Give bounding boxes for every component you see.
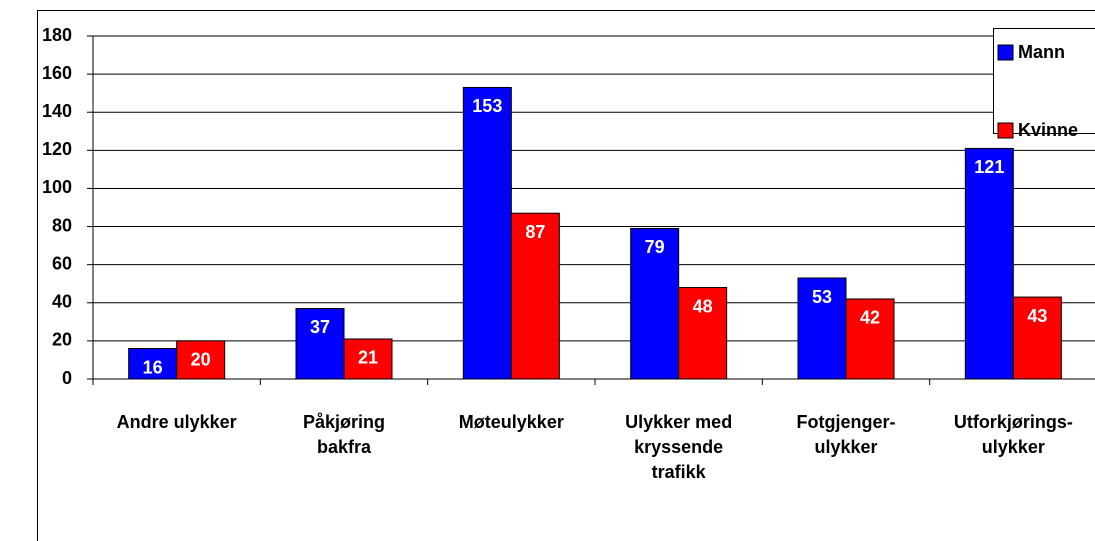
x-tick-label: Ulykker med: [625, 412, 732, 432]
bar: [510, 212, 560, 380]
data-label: 16: [143, 357, 163, 377]
bar: [845, 298, 895, 380]
x-tick-label: Fotgjenger-: [797, 412, 896, 432]
x-tick-label: Påkjøring: [303, 412, 385, 432]
data-label: 20: [191, 350, 211, 370]
bar: [678, 287, 728, 380]
y-tick-label: 40: [52, 292, 72, 312]
x-tick-label: ulykker: [814, 437, 877, 457]
x-tick-label: Utforkjørings-: [954, 412, 1073, 432]
bar: [128, 348, 178, 380]
chart-frame: [37, 10, 1095, 541]
y-tick-label: 80: [52, 215, 72, 235]
x-tick-label: Møteulykker: [459, 412, 564, 432]
legend-swatch: [997, 122, 1014, 139]
data-label: 48: [693, 296, 713, 316]
data-label: 21: [358, 348, 378, 368]
data-label: 42: [860, 308, 880, 328]
x-tick-label: Andre ulykker: [117, 412, 237, 432]
y-tick-label: 0: [62, 368, 72, 388]
data-label: 53: [812, 287, 832, 307]
y-tick-label: 60: [52, 253, 72, 273]
data-label: 79: [645, 237, 665, 257]
legend-label: Mann: [1018, 42, 1065, 62]
bar: [343, 338, 393, 380]
legend-label: Kvinne: [1018, 120, 1078, 140]
y-tick-label: 180: [42, 25, 72, 45]
bar: [462, 86, 512, 380]
bar: [295, 307, 345, 380]
y-tick-label: 20: [52, 330, 72, 350]
y-tick-label: 160: [42, 63, 72, 83]
x-tick-label: kryssende: [634, 437, 723, 457]
y-tick-label: 100: [42, 177, 72, 197]
bar: [630, 227, 680, 380]
x-tick-label: trafikk: [652, 462, 707, 482]
bar: [1012, 296, 1062, 380]
y-tick-label: 140: [42, 101, 72, 121]
bar: [176, 340, 226, 380]
data-label: 43: [1027, 306, 1047, 326]
bar: [797, 277, 847, 380]
data-label: 37: [310, 317, 330, 337]
y-tick-label: 120: [42, 139, 72, 159]
data-label: 153: [472, 96, 502, 116]
x-tick-label: bakfra: [317, 437, 372, 457]
bar: [964, 147, 1014, 380]
data-label: 121: [974, 157, 1004, 177]
x-tick-label: ulykker: [982, 437, 1045, 457]
legend-swatch: [997, 44, 1014, 61]
data-label: 87: [525, 222, 545, 242]
